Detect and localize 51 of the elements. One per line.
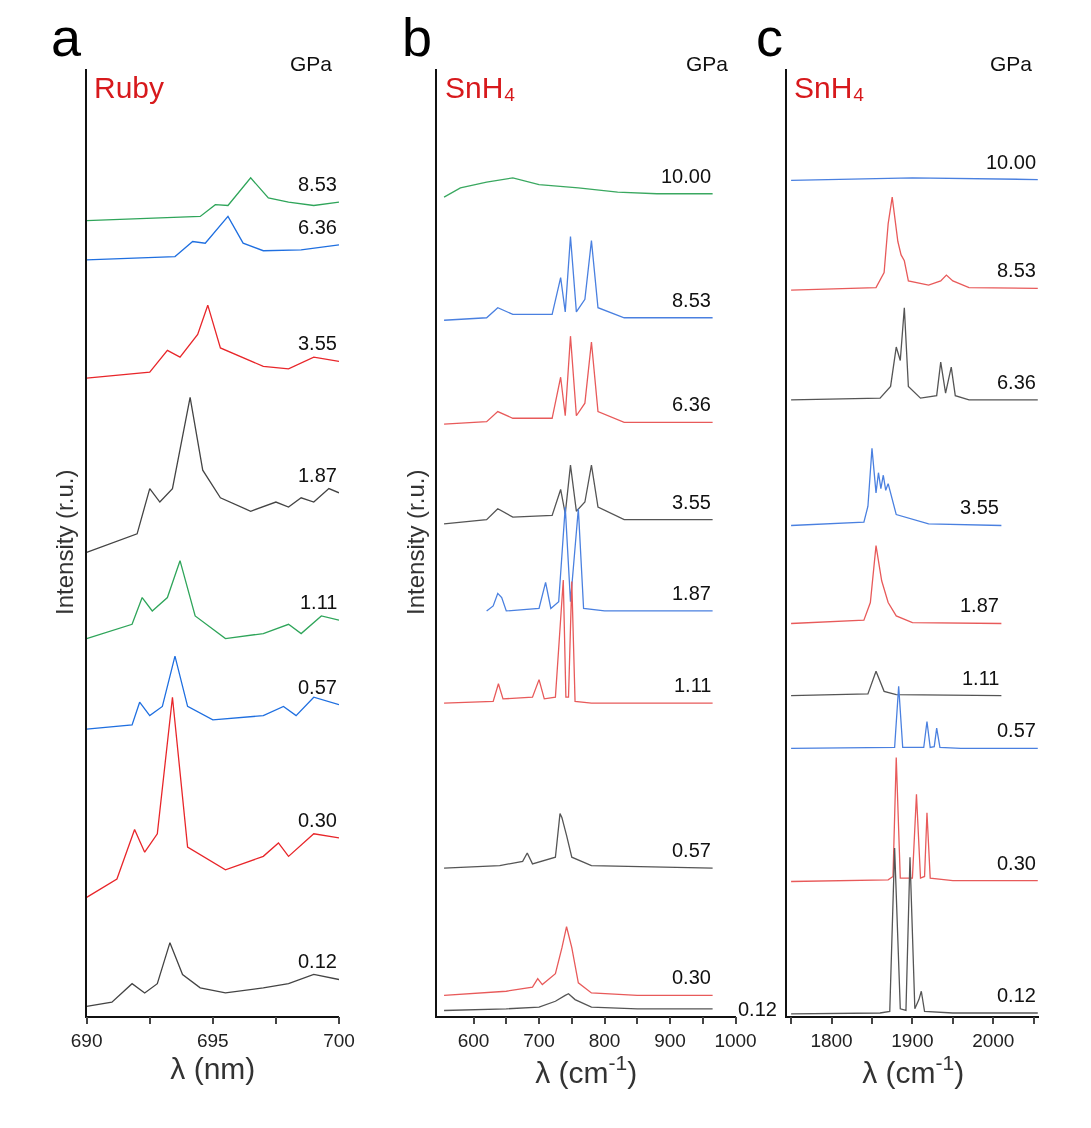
x-tick-label: 600 xyxy=(457,1030,490,1052)
series-label: 0.30 xyxy=(672,966,711,988)
series-label: 1.87 xyxy=(298,464,337,486)
x-tick-label: 700 xyxy=(523,1030,555,1052)
series-label: 8.53 xyxy=(298,173,337,195)
legend-title: GPa xyxy=(290,52,333,75)
x-tick-label: 1900 xyxy=(891,1030,934,1052)
series-label: 1.87 xyxy=(672,582,711,604)
series-label: 1.11 xyxy=(962,667,1000,689)
legend-label: 0.12 xyxy=(738,998,777,1020)
series-label: 6.36 xyxy=(672,393,711,415)
series-label: 3.55 xyxy=(960,496,999,518)
text: c xyxy=(756,7,783,67)
series-label: 10.00 xyxy=(661,165,712,187)
series-label: 6.36 xyxy=(298,216,337,238)
series-label: 0.57 xyxy=(997,719,1036,741)
x-tick-label: 1000 xyxy=(714,1030,757,1052)
series-label: 8.53 xyxy=(672,289,711,311)
series-label: 6.36 xyxy=(997,371,1036,393)
legend-title: GPa xyxy=(686,52,729,75)
text: b xyxy=(402,7,433,67)
text: a xyxy=(51,7,82,67)
chart-title: Ruby xyxy=(94,71,165,104)
series-label: 0.57 xyxy=(298,676,337,698)
series-label: 10.00 xyxy=(986,151,1037,173)
x-tick-label: 700 xyxy=(323,1030,355,1052)
series-label: 0.30 xyxy=(298,809,337,831)
y-axis-title: Intensity (r.u.) xyxy=(51,469,79,615)
x-tick-label: 690 xyxy=(70,1030,103,1052)
series-label: 8.53 xyxy=(997,259,1036,281)
x-axis-title: λ (nm) xyxy=(170,1052,256,1086)
series-label: 3.55 xyxy=(298,332,337,354)
series-label: 0.12 xyxy=(997,984,1036,1006)
series-label: 3.55 xyxy=(672,491,711,513)
y-axis-title: Intensity (r.u.) xyxy=(401,469,429,615)
series-label: 1.87 xyxy=(960,594,999,616)
x-tick-label: 800 xyxy=(588,1030,621,1052)
text: 0.12 xyxy=(298,950,337,972)
series-label: 1.11 xyxy=(674,674,712,696)
chart-title: SnH₄ xyxy=(445,71,516,104)
x-tick-label: 695 xyxy=(196,1030,229,1052)
chart-title: SnH₄ xyxy=(794,71,865,104)
series-label: 0.30 xyxy=(997,852,1036,874)
legend-title: GPa xyxy=(990,52,1033,75)
x-tick-label: 2000 xyxy=(972,1030,1015,1052)
x-tick-label: 900 xyxy=(654,1030,686,1052)
series-label: 0.57 xyxy=(672,839,711,861)
x-tick-label: 1800 xyxy=(810,1030,853,1052)
series-label: 1.11 xyxy=(300,591,338,613)
x-axis-title: λ (cm$^{-1}$) xyxy=(862,1051,965,1089)
x-axis-title: λ (cm$^{-1}$) xyxy=(535,1051,638,1089)
